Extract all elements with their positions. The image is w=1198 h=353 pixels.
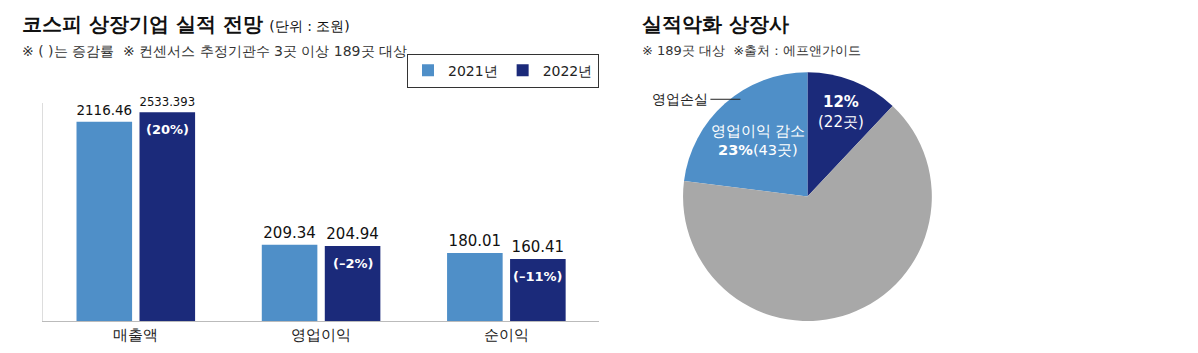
svg-text:영업이익 감소23%(43곳): 영업이익 감소23%(43곳) <box>711 122 806 158</box>
svg-text:2116.46: 2116.46 <box>77 103 133 118</box>
svg-text:실적악화 상장사: 실적악화 상장사 <box>642 12 789 36</box>
svg-text:(20%): (20%) <box>146 122 189 137</box>
svg-text:매출액: 매출액 <box>113 326 158 344</box>
svg-text:영업손실: 영업손실 <box>652 91 708 107</box>
svg-text:2022년: 2022년 <box>543 63 593 79</box>
svg-text:(–2%): (–2%) <box>333 256 373 271</box>
svg-text:160.41: 160.41 <box>512 238 564 256</box>
svg-text:2533.393: 2533.393 <box>140 95 195 109</box>
svg-text:※ ( )는 증감률 ※ 컨센서스 추정기관수 3곳 이상: ※ ( )는 증감률 ※ 컨센서스 추정기관수 3곳 이상 189곳 대상 <box>22 43 407 59</box>
svg-text:순이익: 순이익 <box>484 326 529 344</box>
svg-text:204.94: 204.94 <box>326 225 379 243</box>
svg-text:※ 189곳 대상 ※출처 : 에프앤가이드: ※ 189곳 대상 ※출처 : 에프앤가이드 <box>642 43 861 58</box>
svg-text:영업이익: 영업이익 <box>291 326 351 344</box>
svg-text:(–11%): (–11%) <box>513 269 563 284</box>
svg-text:209.34: 209.34 <box>263 224 316 242</box>
svg-text:180.01: 180.01 <box>449 232 502 250</box>
svg-text:코스피 상장기업 실적 전망 (단위 : 조원): 코스피 상장기업 실적 전망 (단위 : 조원) <box>22 12 350 36</box>
svg-text:2021년: 2021년 <box>448 63 498 79</box>
svg-text:12%(22곳): 12%(22곳) <box>818 93 864 131</box>
